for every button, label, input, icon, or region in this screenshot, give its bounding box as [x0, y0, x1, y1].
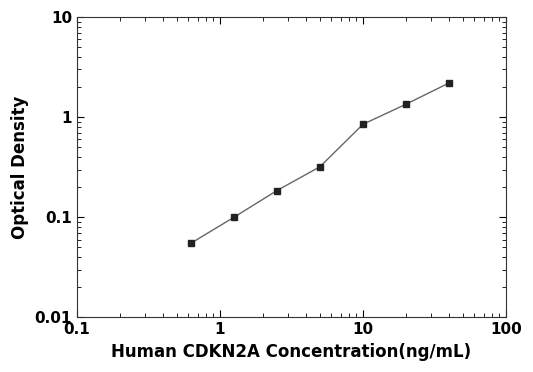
Y-axis label: Optical Density: Optical Density: [11, 96, 29, 239]
X-axis label: Human CDKN2A Concentration(ng/mL): Human CDKN2A Concentration(ng/mL): [111, 343, 472, 361]
